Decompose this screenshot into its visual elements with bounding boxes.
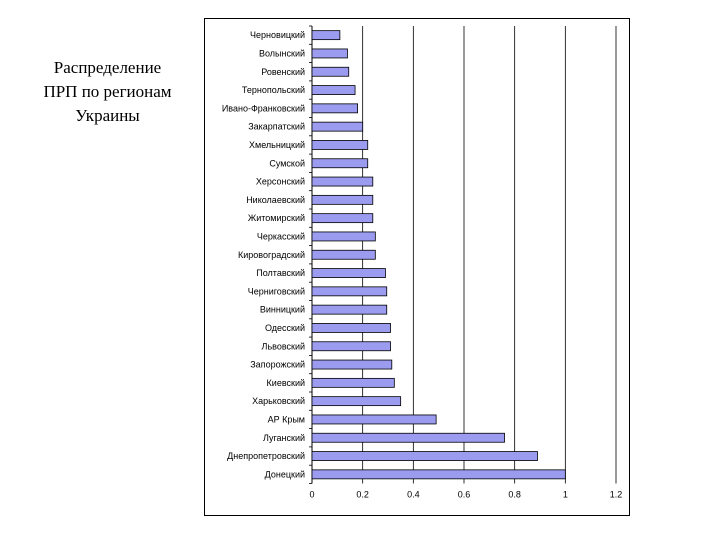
bar: [311, 377, 395, 388]
bar: [311, 396, 402, 407]
bar: [311, 158, 369, 169]
bar: [311, 103, 358, 114]
bar: [311, 359, 393, 370]
category-label: Хмельницкий: [249, 140, 305, 150]
bar: [311, 268, 386, 278]
category-label: Волынский: [259, 48, 305, 58]
bar: [311, 249, 376, 260]
category-label: Черкасский: [257, 231, 305, 241]
x-tick-label: 1.2: [610, 490, 623, 500]
bar: [311, 231, 376, 242]
category-label: Полтавский: [256, 268, 305, 278]
slide-title-line-1: Распределение: [53, 58, 162, 77]
bar: [311, 451, 538, 461]
x-tick-label: 0.8: [508, 490, 521, 500]
category-label: Харьковский: [252, 396, 305, 406]
category-label: Винницкий: [260, 305, 305, 315]
bar: [311, 323, 391, 333]
bar: [311, 85, 356, 95]
category-label: Черновицкий: [250, 30, 305, 40]
x-tick-label: 0.4: [407, 490, 420, 500]
slide-title: Распределение ПРП по регионам Украины: [20, 56, 195, 128]
bar: [311, 341, 391, 352]
bar: [311, 194, 374, 205]
category-label: Херсонский: [256, 177, 305, 187]
x-tick-label: 0: [309, 490, 314, 500]
slide-title-line-2: ПРП по регионам: [43, 82, 172, 101]
bar: [311, 121, 364, 132]
category-label: Луганский: [263, 433, 305, 443]
x-tick-label: 1: [563, 490, 568, 500]
category-label: Киевский: [267, 378, 305, 388]
category-label: Днепропетровский: [227, 451, 305, 461]
bar: [311, 414, 437, 425]
category-label: Кировоградский: [238, 250, 305, 260]
bar: [311, 48, 348, 59]
slide-title-line-3: Украины: [75, 106, 140, 125]
category-label: Ивано-Франковский: [222, 103, 305, 113]
category-label: Николаевский: [246, 195, 305, 205]
bar: [311, 66, 350, 77]
category-label: Закарпатский: [248, 122, 305, 132]
bar: [311, 286, 388, 297]
bar: [311, 432, 505, 443]
category-label: Львовский: [262, 341, 305, 351]
bar: [311, 469, 566, 480]
category-label: Ровенский: [261, 67, 305, 77]
category-label: Сумской: [269, 158, 305, 168]
category-label: Запорожский: [250, 360, 305, 370]
category-label: Донецкий: [265, 469, 305, 479]
x-tick-label: 0.2: [356, 490, 369, 500]
category-label: Одесский: [265, 323, 305, 333]
bar: [311, 30, 341, 41]
category-label: Черниговский: [248, 286, 305, 296]
category-label: Тернопольский: [242, 85, 305, 95]
bar: [311, 176, 374, 187]
x-tick-label: 0.6: [458, 490, 471, 500]
bar: [311, 213, 374, 224]
bar: [311, 140, 369, 150]
category-label: АР Крым: [268, 414, 305, 424]
bar: [311, 304, 388, 315]
category-label: Житомирский: [248, 213, 305, 223]
